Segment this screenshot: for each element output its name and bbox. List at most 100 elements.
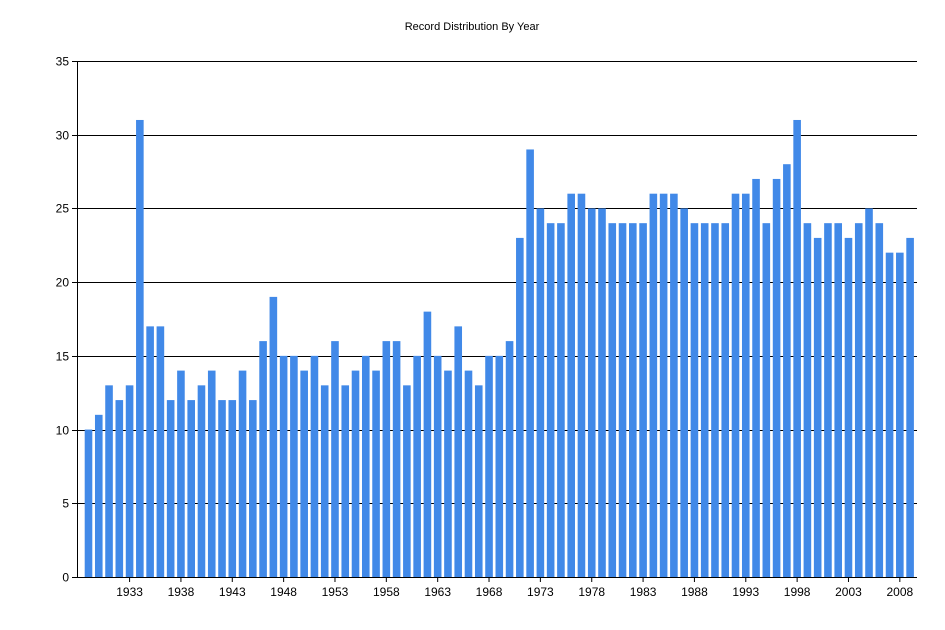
bar-1944	[238, 370, 247, 577]
bar-1940	[197, 385, 206, 577]
bar-1945	[249, 400, 257, 577]
bar-1929	[84, 429, 93, 577]
bar-1987	[680, 208, 688, 577]
bar-1954	[341, 385, 350, 577]
bar-1937	[166, 400, 175, 577]
x-tick-label: 1963	[424, 585, 451, 599]
bar-1930	[94, 414, 103, 577]
bar-1998	[793, 119, 801, 577]
x-tick-label: 1938	[168, 585, 195, 599]
bar-2002	[834, 223, 843, 578]
bar-1959	[392, 341, 401, 577]
y-tick-label: 5	[62, 497, 69, 511]
chart-title: Record Distribution By Year	[405, 21, 540, 33]
bar-1933	[125, 385, 134, 577]
bar-2008	[896, 252, 904, 577]
x-tick-label: 2003	[835, 585, 862, 599]
bar-1961	[413, 355, 421, 577]
bar-1967	[474, 385, 483, 577]
bar-1948	[279, 355, 288, 577]
bar-1958	[382, 341, 391, 577]
bar-1934	[136, 119, 144, 577]
bar-1970	[505, 341, 514, 577]
y-tick-label: 25	[56, 202, 70, 216]
bar-1974	[546, 223, 555, 578]
bar-1986	[670, 193, 678, 577]
bar-2005	[865, 208, 873, 577]
x-tick-label: 1993	[732, 585, 759, 599]
bar-1988	[690, 223, 699, 578]
bar-1997	[783, 164, 791, 577]
bar-1963	[433, 355, 442, 577]
bar-1935	[146, 326, 154, 577]
bar-1951	[310, 355, 319, 577]
x-tick-label: 1943	[219, 585, 246, 599]
bar-1990	[711, 223, 719, 578]
y-tick-labels: 0 5 10 15 20 25 30 35	[56, 55, 77, 585]
bar-1984	[649, 193, 658, 577]
bar-1977	[577, 193, 586, 577]
bar-1969	[495, 355, 504, 577]
axes	[77, 61, 917, 578]
bar-1941	[207, 370, 216, 577]
bar-2007	[885, 252, 894, 577]
x-tick-label: 1968	[476, 585, 503, 599]
bar-1994	[752, 178, 760, 577]
bar-1995	[762, 223, 771, 578]
bar-2009	[906, 237, 914, 577]
bar-2000	[813, 237, 822, 577]
bar-1931	[105, 385, 113, 577]
y-tick-label: 35	[56, 55, 70, 69]
bar-1973	[536, 208, 545, 577]
bar-1982	[629, 223, 637, 578]
bar-1968	[485, 355, 493, 577]
bar-1957	[372, 370, 380, 577]
x-tick-label: 1998	[784, 585, 811, 599]
bar-1992	[731, 193, 740, 577]
bar-1938	[177, 370, 185, 577]
bar-1972	[526, 149, 534, 577]
bar-1960	[403, 385, 411, 577]
bar-1932	[115, 400, 124, 577]
bar-1955	[351, 370, 360, 577]
x-tick-label: 1988	[681, 585, 708, 599]
x-tick-label: 1973	[527, 585, 554, 599]
x-tick-label: 1948	[270, 585, 297, 599]
bar-2001	[824, 223, 832, 578]
bar-1949	[290, 355, 298, 577]
bar-1952	[320, 385, 329, 577]
bar-1999	[803, 223, 812, 578]
bar-1965	[454, 326, 463, 577]
bar-1993	[741, 193, 750, 577]
bar-1983	[639, 223, 647, 578]
bar-1956	[361, 355, 370, 577]
bar-2004	[854, 223, 863, 578]
bar-1936	[156, 326, 165, 577]
y-tick-label: 30	[56, 129, 70, 143]
y-tick-label: 10	[56, 424, 70, 438]
bar-1947	[269, 296, 278, 577]
bar-1996	[772, 178, 781, 577]
bar-2003	[844, 237, 853, 577]
bar-2006	[875, 223, 884, 578]
bar-1978	[587, 208, 596, 577]
x-tick-labels: 1933 1938 1943 1948 1953 1958 1963 1968 1973 1978…	[116, 577, 913, 599]
y-tick-label: 0	[62, 571, 69, 585]
bar-1964	[444, 370, 452, 577]
bar-1981	[618, 223, 627, 578]
y-tick-label: 15	[56, 350, 70, 364]
x-tick-label: 1958	[373, 585, 400, 599]
bar-1953	[331, 341, 339, 577]
x-tick-label: 1983	[630, 585, 657, 599]
bar-1971	[516, 237, 524, 577]
x-tick-label: 1953	[322, 585, 349, 599]
bar-1989	[700, 223, 709, 578]
bar-1950	[300, 370, 308, 577]
bar-1975	[557, 223, 565, 578]
bar-1991	[721, 223, 730, 578]
x-tick-label: 2008	[886, 585, 913, 599]
bar-1980	[608, 223, 617, 578]
y-tick-label: 20	[56, 276, 70, 290]
x-tick-label: 1933	[116, 585, 143, 599]
